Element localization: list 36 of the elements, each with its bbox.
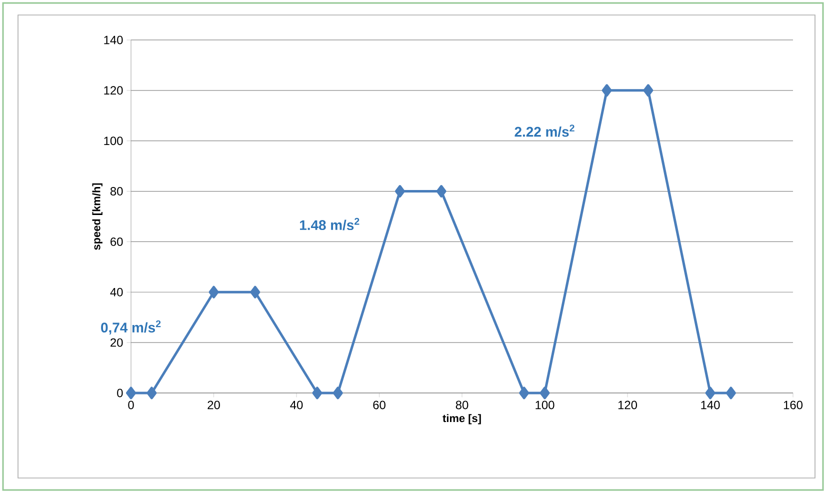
annotation: 1.48 m/s$^{2}$ xyxy=(300,218,360,230)
point xyxy=(519,386,530,400)
y-axis-title: speed [km/h] xyxy=(92,183,102,250)
x-tick-label: 0 xyxy=(128,400,134,410)
point xyxy=(643,84,654,97)
point xyxy=(705,386,716,400)
x-tick-label: 20 xyxy=(208,400,220,410)
point xyxy=(332,386,343,400)
y-tick-label: 140 xyxy=(104,36,123,44)
point xyxy=(126,386,136,400)
y-tick-label: 20 xyxy=(110,338,123,347)
y-tick-label: 40 xyxy=(110,288,123,296)
point xyxy=(146,386,157,400)
y-tick-label: 120 xyxy=(104,86,123,95)
x-tick-label: 160 xyxy=(784,400,803,410)
y-tick-label: 80 xyxy=(110,187,123,196)
x-tick-label: 100 xyxy=(536,400,554,410)
y-tick-label: 100 xyxy=(104,136,123,146)
point xyxy=(602,84,612,97)
x-axis-title: time [s] xyxy=(442,414,481,424)
point xyxy=(394,185,405,198)
x-tick-label: 40 xyxy=(290,400,303,410)
x-tick-label: 120 xyxy=(618,400,638,410)
x-tick-label: 80 xyxy=(456,400,468,410)
x-tick-label: 60 xyxy=(373,400,386,410)
x-tick-label: 140 xyxy=(701,400,720,410)
annotation: 2.22 m/s$^{2}$ xyxy=(514,124,574,137)
point xyxy=(540,386,550,400)
y-tick-label: 60 xyxy=(110,237,123,246)
point xyxy=(312,386,322,400)
y-tick-label: 0 xyxy=(117,388,123,398)
annotation: 0,74 m/s$^{2}$ xyxy=(101,320,161,335)
point xyxy=(250,286,260,298)
point xyxy=(208,286,219,298)
point xyxy=(436,185,446,198)
point xyxy=(726,386,736,400)
